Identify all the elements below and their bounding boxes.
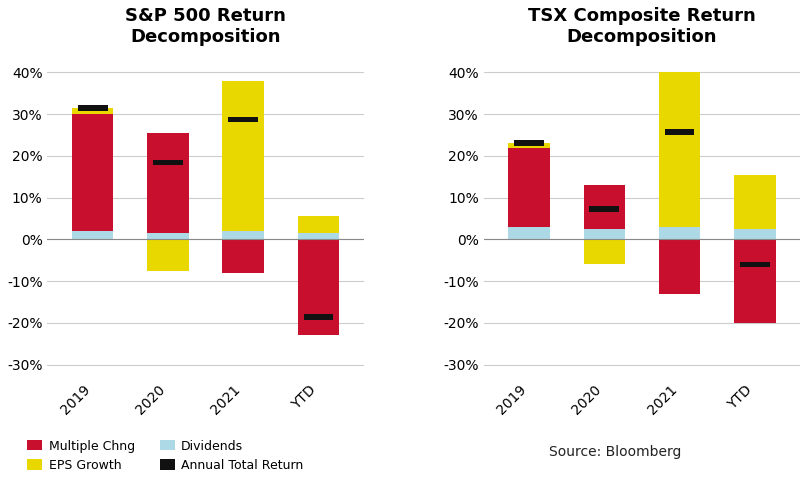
Title: TSX Composite Return
Decomposition: TSX Composite Return Decomposition xyxy=(528,7,756,46)
Bar xyxy=(514,141,544,146)
Text: Source: Bloomberg: Source: Bloomberg xyxy=(549,445,681,459)
Legend: Multiple Chng, EPS Growth, Dividends, Annual Total Return: Multiple Chng, EPS Growth, Dividends, An… xyxy=(23,435,308,477)
Bar xyxy=(72,114,113,231)
Bar xyxy=(223,231,264,240)
Bar xyxy=(659,240,700,294)
Bar xyxy=(740,262,770,267)
Bar xyxy=(734,240,776,323)
Bar xyxy=(303,314,333,320)
Bar xyxy=(298,217,339,233)
Bar xyxy=(153,160,183,165)
Bar xyxy=(508,147,550,227)
Bar xyxy=(298,233,339,240)
Bar xyxy=(583,240,625,264)
Bar xyxy=(583,185,625,229)
Title: S&P 500 Return
Decomposition: S&P 500 Return Decomposition xyxy=(125,7,286,46)
Bar xyxy=(734,229,776,240)
Bar xyxy=(589,206,619,212)
Bar xyxy=(72,231,113,240)
Bar xyxy=(228,117,258,122)
Bar xyxy=(659,227,700,240)
Bar xyxy=(508,227,550,240)
Bar xyxy=(72,108,113,114)
Bar xyxy=(298,240,339,335)
Bar xyxy=(147,233,189,240)
Bar xyxy=(583,229,625,240)
Bar xyxy=(147,133,189,233)
Bar xyxy=(77,105,107,111)
Bar xyxy=(508,143,550,147)
Bar xyxy=(734,175,776,229)
Bar xyxy=(223,240,264,273)
Bar xyxy=(223,81,264,231)
Bar xyxy=(665,129,695,135)
Bar xyxy=(147,240,189,271)
Bar xyxy=(659,72,700,227)
